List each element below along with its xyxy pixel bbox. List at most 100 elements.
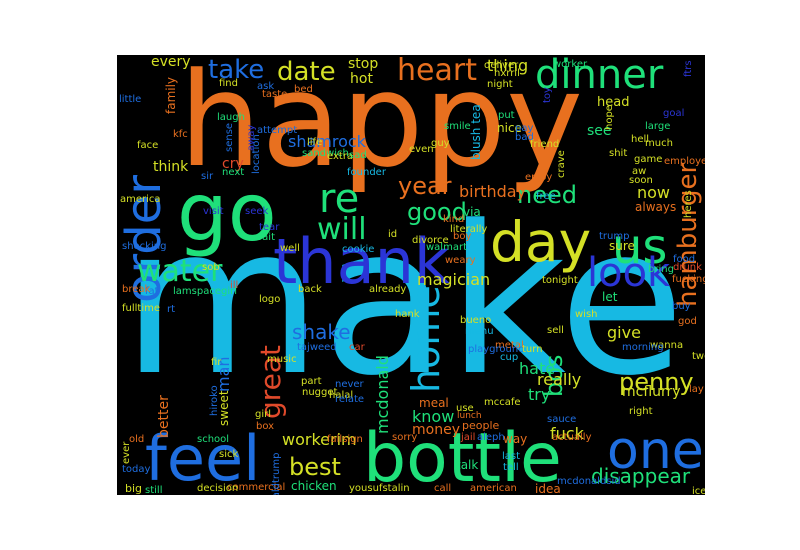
cloud-word-thing: thing [487,56,529,75]
cloud-word-re: re [319,176,360,222]
cloud-word-kind: kind [443,214,465,225]
cloud-word-visit: visit [203,206,224,217]
cloud-word-shocking: shocking [122,241,167,252]
cloud-word-taste: taste [262,89,288,100]
cloud-word-good: good [407,198,467,226]
cloud-word-blush-tea: blush tea [469,103,483,160]
cloud-word-lay: lay [689,384,704,395]
cloud-word-need: need [517,181,577,209]
cloud-word-feel: feel [145,422,261,495]
cloud-word-sauce: sauce [547,414,577,425]
cloud-word-commercial: commercial [227,482,286,493]
cloud-word-game: game [634,154,663,165]
cloud-word-turn: turn [522,344,543,355]
cloud-word-hell: hell [631,134,650,145]
cloud-word-right: right [629,406,653,417]
cloud-word-two: two [692,351,705,362]
cloud-word-now: now [637,183,671,202]
cloud-word-will: will [317,212,367,247]
cloud-word-morning: morning [622,342,664,353]
cloud-word-look: look [587,250,671,296]
cloud-word-never: never [335,379,364,390]
cloud-word-find: find [219,78,238,89]
cloud-word-location: location [251,133,262,174]
cloud-word-seek: seek [245,206,269,217]
cloud-word-fir: fir [211,357,222,368]
cloud-word-hank: hank [395,309,420,320]
cloud-word-yousufstalin: yousufstalin [349,483,410,494]
cloud-word-divorce: divorce [412,235,449,246]
cloud-word-bed: bed [294,84,313,95]
cloud-word-cookie: cookie [342,244,375,255]
cloud-word-bad: bad [515,132,534,143]
cloud-word-mcdonald: mcdonald [373,355,392,434]
cloud-word-jail: jail [461,432,476,443]
cloud-word-wanna: wanna [650,340,684,351]
cloud-word-sad: sad [349,150,367,161]
cloud-word-id: id [388,229,398,240]
cloud-word-sure: sure [609,239,635,253]
cloud-word-old: old [129,434,145,445]
cloud-word-dinner: dinner [535,55,664,98]
cloud-word-ftrs: ftrs [683,59,694,77]
cloud-word-way: way [503,432,528,446]
cloud-word-night: night [487,79,513,90]
cloud-word-weary: weary [445,255,476,266]
cloud-word-aw: aw [632,166,647,177]
cloud-word-know: know [412,407,455,426]
cloud-word-music: music [267,354,297,365]
cloud-word-today: today [122,464,151,475]
cloud-word-sorry: sorry [392,432,418,443]
cloud-word-go: go [177,166,277,259]
cloud-word-bueno: bueno [460,315,492,326]
cloud-word-heart: heart [397,55,477,88]
cloud-word-metal: metal [495,340,524,351]
cloud-word-stop: stop [348,56,379,72]
cloud-word-part: part [301,376,322,387]
cloud-word-fat: fat [145,286,159,297]
cloud-word-hate: hate [519,359,556,378]
cloud-word-boy: boy [453,231,472,242]
cloud-word-day: day [490,210,592,274]
cloud-word-already: already [369,284,407,295]
cloud-word-much: much [645,138,673,149]
cloud-word-chicken: chicken [291,479,337,493]
cloud-word-aleph: aleph [477,432,505,443]
cloud-word-think: think [153,159,189,175]
cloud-word-idea: idea [535,482,561,495]
cloud-word-friend: friend [530,139,560,150]
cloud-word-still: still [145,485,163,496]
cloud-word-rt: rt [167,304,176,315]
cloud-word-buy: buy [672,301,691,312]
cloud-word-call: call [434,483,452,494]
cloud-word-wait: wait [254,232,276,243]
cloud-word-penny: penny [619,368,694,396]
cloud-word-tell: tell [503,462,519,473]
cloud-word-sob: sob [202,262,220,273]
cloud-word-sandwich: sandwich [302,148,349,159]
cloud-word-birthday: birthday [459,182,527,201]
cloud-word-happy: happy [179,55,584,196]
cloud-word-large: large [645,121,671,132]
cloud-word-cup: cup [500,352,519,363]
cloud-word-god: god [678,316,697,327]
cloud-word-give: give [607,323,641,342]
cloud-word-soon: soon [629,175,653,186]
cloud-word-try: try [528,385,551,404]
cloud-word-food: food [673,254,696,265]
cloud-word-break: break [122,284,151,295]
cloud-word-mcdonaldsid: mcdonaldsid [557,476,621,487]
cloud-word-hope: hope [604,104,615,130]
cloud-word-laugh: laugh [217,112,245,123]
cloud-word-founder: founder [347,167,386,178]
cloud-word-bottle: bottle [363,419,562,495]
cloud-word-girl: girl [255,409,272,420]
cloud-word-trump: trump [599,231,630,242]
cloud-word-lamspacegirl: lamspacegirl [173,286,237,297]
cloud-word-see: see [587,123,612,139]
cloud-word-american: american [470,483,517,494]
cloud-word-little: little [119,94,142,105]
cloud-word-decision: decision [197,483,239,494]
cloud-word-free: free [536,191,556,202]
cloud-word-year: year [398,172,452,200]
